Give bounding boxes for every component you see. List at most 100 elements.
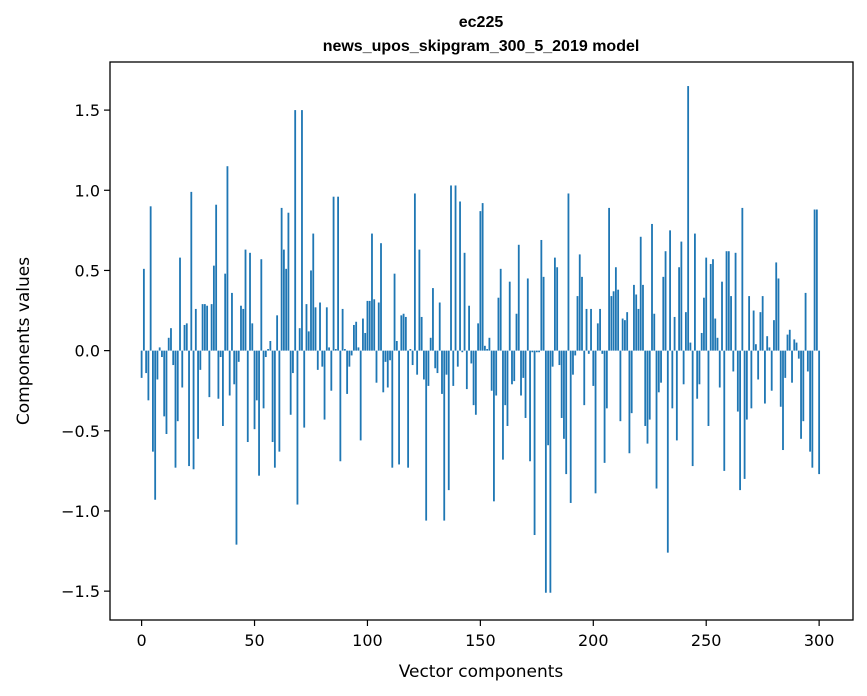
x-axis-ticks: 0 50 100 150 200 250 300	[137, 620, 834, 650]
bar-237	[675, 350, 678, 441]
bar-165	[513, 350, 516, 382]
bar-132	[438, 302, 441, 351]
bar-243	[689, 342, 692, 351]
bar-254	[714, 318, 717, 351]
bar-108	[384, 350, 387, 362]
bar-265	[739, 350, 741, 491]
bar-147	[472, 350, 475, 406]
bar-80	[321, 350, 324, 367]
bar-44	[240, 305, 242, 351]
bar-41	[233, 350, 236, 385]
bar-107	[382, 350, 385, 393]
bar-295	[806, 350, 809, 372]
bar-222	[642, 284, 644, 351]
y-tick-label-0: −1.5	[61, 582, 100, 601]
bar-234	[669, 230, 671, 351]
bar-72	[303, 350, 306, 428]
bar-76	[312, 233, 315, 351]
bar-155	[490, 350, 493, 391]
bar-167	[517, 244, 520, 351]
bar-298	[813, 209, 816, 351]
bar-95	[355, 321, 358, 351]
bar-139	[454, 185, 457, 351]
bar-8	[158, 347, 161, 351]
bar-177	[540, 239, 543, 351]
bar-191	[572, 350, 574, 375]
bar-225	[648, 350, 651, 420]
bar-21	[188, 350, 190, 467]
bar-124	[420, 316, 423, 351]
bar-292	[800, 350, 802, 439]
bar-99	[364, 332, 367, 351]
bar-291	[797, 350, 800, 359]
bar-5	[152, 350, 154, 452]
bar-101	[368, 300, 371, 351]
bar-258	[723, 350, 726, 471]
bar-259	[725, 251, 728, 351]
bar-250	[705, 257, 708, 351]
bar-34	[217, 350, 220, 399]
bar-130	[434, 350, 437, 369]
bar-203	[599, 308, 601, 351]
bar-236	[673, 316, 676, 351]
bar-9	[161, 350, 163, 358]
bar-49	[251, 323, 254, 351]
bar-181	[549, 350, 552, 593]
bar-97	[359, 350, 362, 441]
bar-40	[231, 292, 233, 351]
x-axis-label: Vector components	[399, 662, 564, 682]
bar-22	[190, 191, 193, 351]
x-tick-label-250: 250	[691, 631, 722, 650]
bar-221	[639, 236, 642, 351]
bar-283	[779, 350, 782, 407]
bar-202	[596, 323, 599, 351]
chart-title-line-2: news_upos_skipgram_300_5_2019 model	[323, 38, 640, 55]
bar-3	[147, 350, 150, 401]
bar-152	[483, 345, 486, 351]
bar-70	[298, 328, 301, 351]
bar-113	[395, 341, 398, 351]
bar-213	[621, 318, 624, 351]
bar-17	[179, 257, 181, 351]
bar-194	[578, 254, 581, 351]
bar-125	[423, 350, 425, 380]
bar-47	[246, 350, 249, 443]
bar-275	[761, 296, 764, 351]
bar-238	[678, 267, 681, 351]
bar-207	[608, 207, 610, 351]
bar-18	[181, 350, 184, 388]
bar-32	[212, 265, 215, 351]
bar-29	[206, 305, 209, 351]
bar-183	[553, 257, 556, 351]
bar-201	[594, 350, 597, 494]
bar-74	[307, 331, 310, 351]
bar-96	[357, 347, 360, 351]
bar-264	[736, 350, 739, 412]
bar-189	[567, 193, 570, 351]
bar-253	[712, 259, 714, 351]
bar-82	[325, 307, 328, 351]
bar-42	[235, 350, 238, 545]
bar-199	[590, 308, 592, 351]
bar-176	[538, 350, 540, 353]
bar-88	[339, 350, 342, 462]
bar-157	[495, 350, 498, 396]
bar-69	[296, 350, 299, 505]
x-tick-label-150: 150	[465, 631, 496, 650]
bar-67	[292, 350, 294, 374]
bar-98	[362, 318, 364, 351]
bar-240	[682, 350, 685, 385]
bar-116	[402, 313, 405, 351]
bar-112	[393, 273, 396, 351]
bar-172	[529, 350, 531, 462]
bar-92	[348, 350, 351, 367]
bar-2	[145, 350, 148, 374]
bar-65	[287, 212, 290, 351]
bar-267	[743, 350, 746, 479]
bar-247	[698, 350, 701, 385]
bar-159	[499, 268, 502, 351]
bar-46	[244, 249, 247, 351]
bar-64	[285, 268, 288, 351]
y-tick-label-2: −0.5	[61, 422, 100, 441]
bar-261	[730, 296, 732, 351]
